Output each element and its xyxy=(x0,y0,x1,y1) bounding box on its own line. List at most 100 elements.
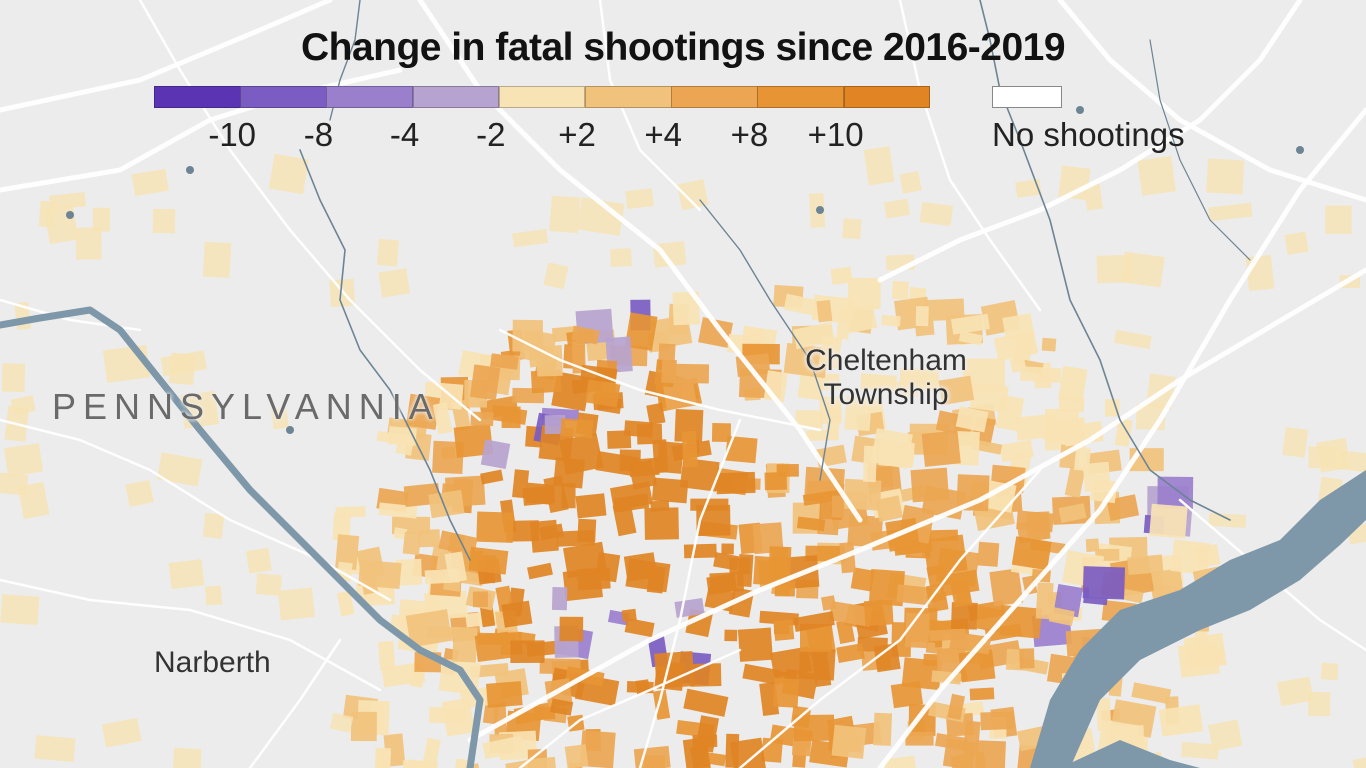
census-tract[interactable] xyxy=(172,747,202,768)
census-tract[interactable] xyxy=(831,495,845,518)
census-tract[interactable] xyxy=(870,428,913,469)
census-tract[interactable] xyxy=(1137,155,1176,196)
census-tract[interactable] xyxy=(1120,251,1165,288)
census-tract[interactable] xyxy=(49,192,87,210)
census-tract[interactable] xyxy=(689,744,713,768)
census-tract[interactable] xyxy=(674,408,704,443)
census-tract[interactable] xyxy=(428,489,465,519)
census-tract[interactable] xyxy=(698,317,734,348)
census-tract[interactable] xyxy=(624,617,655,638)
census-tract[interactable] xyxy=(480,469,504,485)
census-tract[interactable] xyxy=(501,600,533,628)
census-tract[interactable] xyxy=(1170,539,1211,575)
census-tract[interactable] xyxy=(947,693,966,720)
census-tract[interactable] xyxy=(844,395,872,432)
census-tract[interactable] xyxy=(270,407,289,430)
census-tract[interactable] xyxy=(671,363,710,384)
census-tract[interactable] xyxy=(1158,704,1204,737)
census-tract[interactable] xyxy=(1041,337,1057,352)
census-tract[interactable] xyxy=(995,394,1025,432)
census-tract[interactable] xyxy=(101,717,142,748)
census-tract[interactable] xyxy=(799,623,832,652)
census-tract[interactable] xyxy=(3,443,44,477)
census-tract[interactable] xyxy=(890,681,924,709)
census-tract[interactable] xyxy=(336,590,355,617)
census-tract[interactable] xyxy=(438,530,478,556)
census-tract[interactable] xyxy=(1157,476,1194,510)
census-tract[interactable] xyxy=(792,322,836,350)
census-tract[interactable] xyxy=(402,531,422,556)
census-tract[interactable] xyxy=(958,330,983,346)
census-tract[interactable] xyxy=(335,534,360,570)
census-tract[interactable] xyxy=(527,562,553,580)
census-tract[interactable] xyxy=(672,291,700,326)
census-tract[interactable] xyxy=(376,430,412,446)
census-tract[interactable] xyxy=(1180,741,1220,760)
census-tract[interactable] xyxy=(816,299,833,323)
census-tract[interactable] xyxy=(1015,178,1042,199)
census-tract[interactable] xyxy=(873,643,901,673)
census-tract[interactable] xyxy=(1207,719,1243,752)
census-tract[interactable] xyxy=(768,546,792,579)
census-tract[interactable] xyxy=(432,402,453,435)
census-tract[interactable] xyxy=(543,475,569,514)
census-tract[interactable] xyxy=(1058,503,1087,523)
census-tract[interactable] xyxy=(652,241,687,268)
census-tract[interactable] xyxy=(549,195,581,234)
census-tract[interactable] xyxy=(468,546,509,575)
census-tract[interactable] xyxy=(818,335,843,369)
census-tract[interactable] xyxy=(560,418,594,439)
census-tract[interactable] xyxy=(646,565,666,594)
census-tract[interactable] xyxy=(1085,538,1100,552)
census-tract[interactable] xyxy=(575,493,607,519)
census-tract[interactable] xyxy=(793,611,835,632)
census-tract[interactable] xyxy=(152,208,176,234)
census-tract[interactable] xyxy=(469,364,501,401)
census-tract[interactable] xyxy=(564,744,589,768)
census-tract[interactable] xyxy=(993,330,1039,362)
census-tract[interactable] xyxy=(633,745,671,768)
census-tract[interactable] xyxy=(544,415,566,434)
census-tract[interactable] xyxy=(1333,449,1366,474)
census-tract[interactable] xyxy=(245,547,272,574)
census-tract[interactable] xyxy=(1308,691,1331,717)
census-tract[interactable] xyxy=(923,653,941,667)
census-tract[interactable] xyxy=(255,573,282,596)
census-tract[interactable] xyxy=(1058,365,1088,403)
census-tract[interactable] xyxy=(711,422,731,443)
census-tract[interactable] xyxy=(651,477,689,504)
census-tract[interactable] xyxy=(395,558,423,586)
census-tract[interactable] xyxy=(842,218,862,240)
census-tract[interactable] xyxy=(405,609,453,648)
census-tract[interactable] xyxy=(796,516,826,532)
census-tract[interactable] xyxy=(1011,536,1052,571)
census-tract[interactable] xyxy=(951,313,990,335)
census-tract[interactable] xyxy=(131,168,169,197)
census-tract[interactable] xyxy=(696,504,731,536)
census-tract[interactable] xyxy=(1127,554,1164,576)
census-tract[interactable] xyxy=(402,760,438,768)
census-tract[interactable] xyxy=(485,681,523,708)
census-tract[interactable] xyxy=(559,616,584,642)
census-tract[interactable] xyxy=(737,627,773,662)
census-tract[interactable] xyxy=(962,358,1006,393)
census-tract[interactable] xyxy=(1282,426,1309,458)
census-tract[interactable] xyxy=(156,452,203,487)
census-tract[interactable] xyxy=(576,197,625,236)
census-tract[interactable] xyxy=(830,266,853,285)
census-tract[interactable] xyxy=(452,626,478,663)
census-tract[interactable] xyxy=(806,429,839,441)
census-tract[interactable] xyxy=(623,420,654,438)
census-tract[interactable] xyxy=(654,651,695,689)
census-tract[interactable] xyxy=(530,519,559,553)
census-tract[interactable] xyxy=(847,277,881,310)
census-tract[interactable] xyxy=(1206,158,1245,195)
census-tract[interactable] xyxy=(381,662,426,688)
census-tract[interactable] xyxy=(798,647,836,681)
census-tract[interactable] xyxy=(1019,648,1035,669)
census-tract[interactable] xyxy=(1113,329,1152,350)
census-tract[interactable] xyxy=(690,498,729,511)
census-tract[interactable] xyxy=(202,241,232,278)
census-tract[interactable] xyxy=(721,543,734,555)
census-tract[interactable] xyxy=(725,435,758,464)
